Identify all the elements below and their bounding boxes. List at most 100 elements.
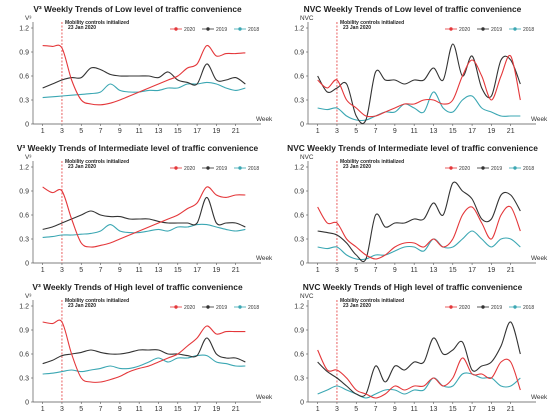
legend-label: 2019: [216, 27, 227, 33]
annotation-date: 23 Jan 2020: [343, 303, 371, 309]
x-tick-label: 15: [449, 406, 457, 413]
y-tick-label: 0: [25, 260, 29, 267]
y-tick-label: 0: [25, 121, 29, 128]
series-line-2018: [42, 81, 246, 99]
legend-label: 2018: [248, 166, 259, 172]
legend-marker: [513, 305, 517, 309]
annotation-date: 23 Jan 2020: [343, 164, 371, 170]
y-axis-label: V³: [25, 154, 31, 161]
legend-label: 2020: [459, 166, 470, 172]
x-tick-label: 9: [393, 267, 397, 274]
legend-label: 2020: [184, 305, 195, 311]
x-tick-label: 1: [41, 128, 45, 135]
x-tick-label: 7: [374, 128, 378, 135]
legend-marker: [206, 166, 210, 170]
x-tick-label: 17: [468, 267, 476, 274]
annotation-text: Mobility controls initialized: [340, 20, 404, 26]
series-line-2019: [317, 43, 521, 125]
annotation-text: Mobility controls initialized: [340, 159, 404, 165]
x-tick-label: 13: [430, 267, 438, 274]
legend-marker: [174, 305, 178, 309]
x-tick-label: 19: [487, 406, 495, 413]
series-line-2018: [317, 230, 521, 261]
series-line-2018: [42, 354, 246, 375]
x-tick-label: 5: [354, 406, 358, 413]
series-line-2020: [42, 186, 246, 248]
legend-label: 2020: [459, 305, 470, 311]
x-tick-label: 13: [430, 128, 438, 135]
y-axis-label: NVC: [300, 15, 314, 22]
series-line-2019: [42, 63, 246, 89]
chart-title: V³ Weekly Trends of Intermediate level o…: [17, 143, 259, 153]
x-tick-label: 1: [41, 406, 45, 413]
line-chart: NVC Weekly Trends of High level of traff…: [294, 282, 548, 413]
x-tick-label: 21: [232, 267, 240, 274]
legend-label: 2018: [523, 305, 534, 311]
legend-label: 2020: [459, 27, 470, 33]
x-tick-label: 13: [430, 406, 438, 413]
x-tick-label: 9: [393, 406, 397, 413]
series-line-2018: [42, 223, 246, 238]
x-tick-label: 3: [60, 128, 64, 135]
x-tick-label: 19: [487, 267, 495, 274]
x-tick-label: 5: [354, 128, 358, 135]
legend-marker: [449, 27, 453, 31]
y-tick-label: 0.9: [19, 49, 29, 56]
x-tick-label: 3: [335, 267, 339, 274]
y-tick-label: 0.6: [19, 212, 29, 219]
x-tick-label: 7: [374, 267, 378, 274]
y-tick-label: 0.3: [19, 375, 29, 382]
y-tick-label: 1.2: [19, 303, 29, 310]
x-tick-label: 9: [118, 406, 122, 413]
x-tick-label: 15: [449, 267, 457, 274]
y-tick-label: 0.9: [19, 327, 29, 334]
chart-panel-v3-intermediate: V³ Weekly Trends of Intermediate level o…: [0, 139, 275, 278]
legend-label: 2018: [523, 27, 534, 33]
x-tick-label: 11: [136, 406, 143, 413]
x-tick-label: 3: [335, 406, 339, 413]
series-line-2020: [317, 349, 521, 399]
x-tick-label: 21: [232, 406, 240, 413]
x-tick-label: 19: [212, 406, 220, 413]
y-tick-label: 0.6: [19, 73, 29, 80]
y-tick-label: 1.2: [19, 25, 29, 32]
x-tick-label: 9: [118, 128, 122, 135]
series-line-2020: [317, 54, 521, 118]
annotation-text: Mobility controls initialized: [65, 20, 129, 26]
series-line-2020: [317, 205, 521, 260]
y-axis-label: V³: [25, 15, 31, 22]
y-tick-label: 1.2: [294, 303, 304, 310]
annotation-text: Mobility controls initialized: [65, 159, 129, 165]
x-tick-label: 17: [193, 267, 201, 274]
legend-marker: [449, 305, 453, 309]
x-axis-label: Week: [531, 394, 548, 401]
y-tick-label: 0.3: [294, 97, 304, 104]
x-tick-label: 7: [99, 267, 103, 274]
x-tick-label: 7: [99, 128, 103, 135]
y-tick-label: 0.6: [294, 73, 304, 80]
legend-marker: [174, 166, 178, 170]
x-tick-label: 15: [174, 406, 182, 413]
x-tick-label: 15: [174, 128, 182, 135]
line-chart: V³ Weekly Trends of High level of traffi…: [19, 282, 273, 413]
legend-label: 2018: [248, 305, 259, 311]
legend-marker: [481, 166, 485, 170]
y-tick-label: 0.9: [294, 327, 304, 334]
x-axis-label: Week: [531, 255, 548, 262]
y-tick-label: 1.2: [294, 25, 304, 32]
chart-panel-nvc-low: NVC Weekly Trends of Low level of traffi…: [275, 0, 550, 139]
x-tick-label: 7: [374, 406, 378, 413]
chart-panel-v3-high: V³ Weekly Trends of High level of traffi…: [0, 278, 275, 417]
legend-marker: [481, 305, 485, 309]
y-tick-label: 0: [25, 399, 29, 406]
legend-marker: [481, 27, 485, 31]
y-tick-label: 0.6: [19, 351, 29, 358]
chart-title: NVC Weekly Trends of Intermediate level …: [287, 143, 538, 153]
legend-label: 2019: [491, 166, 502, 172]
x-tick-label: 21: [232, 128, 240, 135]
x-tick-label: 11: [411, 406, 418, 413]
x-tick-label: 3: [60, 267, 64, 274]
y-axis-label: NVC: [300, 154, 314, 161]
y-tick-label: 1.2: [294, 164, 304, 171]
